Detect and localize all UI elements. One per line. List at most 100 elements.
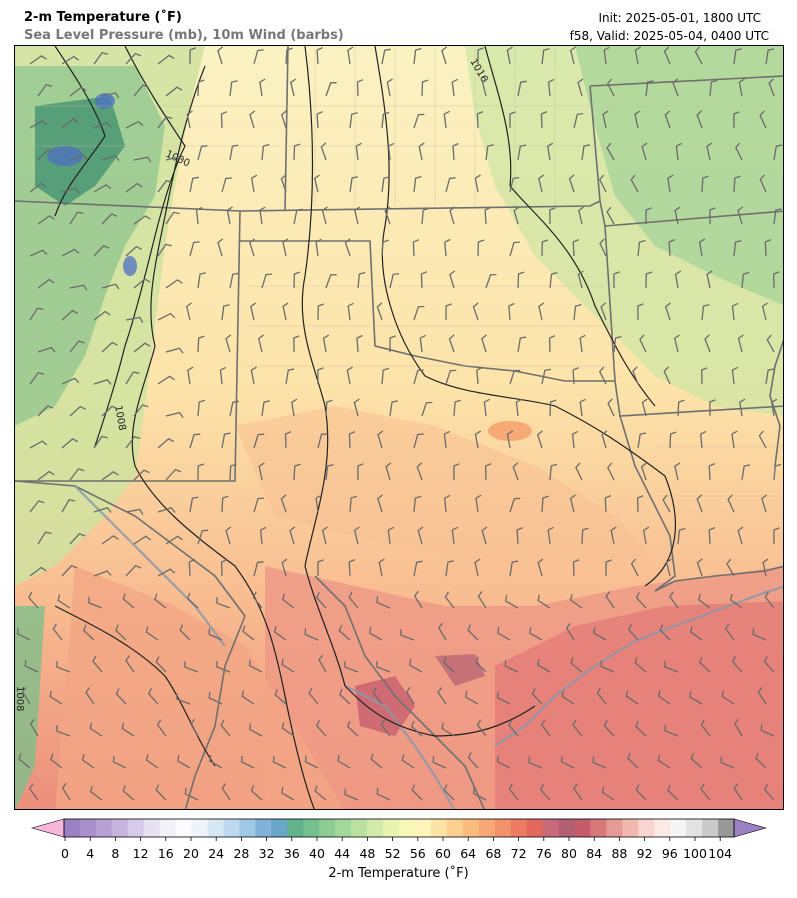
wind-barb bbox=[121, 722, 135, 737]
western-green-strip bbox=[15, 606, 45, 809]
wind-barb bbox=[451, 526, 458, 545]
wind-barb bbox=[377, 494, 383, 513]
wind-barb bbox=[92, 655, 103, 673]
wind-barb bbox=[733, 111, 740, 129]
wind-barb bbox=[579, 398, 586, 417]
wind-barb bbox=[764, 783, 775, 801]
wind-barb bbox=[549, 399, 557, 417]
colorbar-under-arrow bbox=[30, 818, 65, 838]
wind-barb bbox=[125, 316, 144, 323]
wind-barb bbox=[248, 659, 263, 673]
colorbar-tick-label: 32 bbox=[259, 846, 275, 861]
wind-barb bbox=[381, 367, 390, 385]
wind-barb bbox=[449, 270, 456, 289]
colorbar-ticks: 0 4 8 12 16 20 24 28 32 36 40 44 48 52 56 60 64 68 72 76 80 8… bbox=[61, 837, 732, 861]
wind-barb bbox=[61, 438, 79, 449]
wind-barb bbox=[642, 526, 650, 545]
wind-barb bbox=[122, 785, 135, 801]
wind-barb bbox=[37, 149, 54, 161]
wind-barb bbox=[29, 120, 48, 129]
wind-barb bbox=[508, 783, 519, 801]
wind-barb bbox=[664, 660, 679, 673]
wind-barb bbox=[18, 753, 31, 769]
wind-barb bbox=[701, 303, 710, 321]
wind-barb bbox=[189, 47, 196, 65]
wind-barb bbox=[195, 206, 203, 225]
wind-barb bbox=[133, 278, 151, 289]
wind-barb bbox=[706, 142, 713, 161]
wind-barb bbox=[476, 111, 484, 129]
wind-barb bbox=[773, 144, 783, 161]
wind-barb bbox=[444, 238, 451, 257]
wind-barb bbox=[337, 754, 351, 769]
wind-barb bbox=[726, 558, 735, 577]
wind-barb bbox=[418, 142, 425, 161]
wind-barb bbox=[467, 624, 479, 641]
wind-barb bbox=[443, 784, 455, 801]
wind-barb bbox=[577, 78, 584, 97]
wind-barb bbox=[125, 245, 143, 257]
wind-barb bbox=[308, 687, 319, 705]
wind-barb bbox=[348, 591, 359, 609]
wind-barb bbox=[733, 175, 741, 193]
wind-barb bbox=[773, 527, 780, 545]
wind-barb bbox=[145, 626, 159, 641]
wind-barb bbox=[696, 494, 703, 513]
isobar-label-1008-south: 1008 bbox=[15, 686, 25, 711]
wind-barb bbox=[667, 784, 679, 801]
colorbar-swatch bbox=[654, 819, 671, 837]
wind-barb bbox=[125, 655, 135, 673]
wind-barb bbox=[413, 369, 424, 385]
wind-barb bbox=[189, 176, 199, 193]
wind-barb bbox=[61, 118, 79, 129]
wind-barb bbox=[731, 366, 739, 385]
wind-barb bbox=[93, 570, 112, 577]
wind-barb bbox=[630, 174, 639, 193]
wind-barb bbox=[216, 597, 231, 609]
wind-barb bbox=[385, 462, 392, 481]
colorbar-swatch bbox=[287, 819, 304, 837]
wind-barb bbox=[731, 655, 743, 673]
wind-barb bbox=[155, 784, 167, 801]
wind-barb bbox=[400, 629, 415, 641]
wind-barb bbox=[760, 724, 775, 737]
wind-barb bbox=[258, 462, 265, 481]
wind-barb bbox=[637, 303, 644, 321]
colorbar-over-arrow bbox=[733, 818, 768, 838]
colorbar-swatch bbox=[111, 819, 129, 837]
wind-barb bbox=[261, 400, 271, 417]
wind-barb bbox=[249, 238, 255, 257]
wind-barb bbox=[484, 206, 491, 225]
wind-barb bbox=[445, 177, 456, 193]
wind-barb bbox=[29, 55, 47, 65]
wind-barb bbox=[593, 627, 607, 641]
wind-barb bbox=[561, 690, 575, 705]
wind-barb bbox=[475, 656, 487, 673]
wind-barb bbox=[476, 366, 483, 385]
wind-barb bbox=[221, 177, 232, 193]
wind-barb bbox=[625, 690, 639, 705]
wind-barb bbox=[325, 82, 337, 97]
wind-barb bbox=[766, 334, 775, 353]
wind-barb bbox=[216, 661, 231, 673]
wind-barb bbox=[517, 336, 527, 353]
wind-barb bbox=[630, 558, 639, 577]
colorbar-tick-label: 52 bbox=[385, 846, 401, 861]
wind-barb bbox=[57, 594, 71, 609]
wind-barb bbox=[674, 462, 681, 481]
wind-barb bbox=[419, 334, 426, 353]
cool-core-northeast bbox=[575, 46, 783, 306]
wind-barb bbox=[755, 752, 767, 769]
wind-barb bbox=[197, 272, 206, 289]
wind-barb bbox=[529, 627, 543, 641]
wind-barb bbox=[696, 558, 703, 577]
wind-barb bbox=[93, 506, 112, 513]
wind-barb bbox=[344, 238, 351, 257]
wind-barb bbox=[508, 302, 515, 321]
wind-barb bbox=[605, 559, 612, 577]
colorbar-outline bbox=[63, 818, 735, 838]
wind-barb bbox=[387, 526, 394, 545]
wind-barb bbox=[339, 688, 351, 705]
wind-barb bbox=[81, 753, 95, 769]
colorbar-swatch bbox=[127, 819, 145, 837]
